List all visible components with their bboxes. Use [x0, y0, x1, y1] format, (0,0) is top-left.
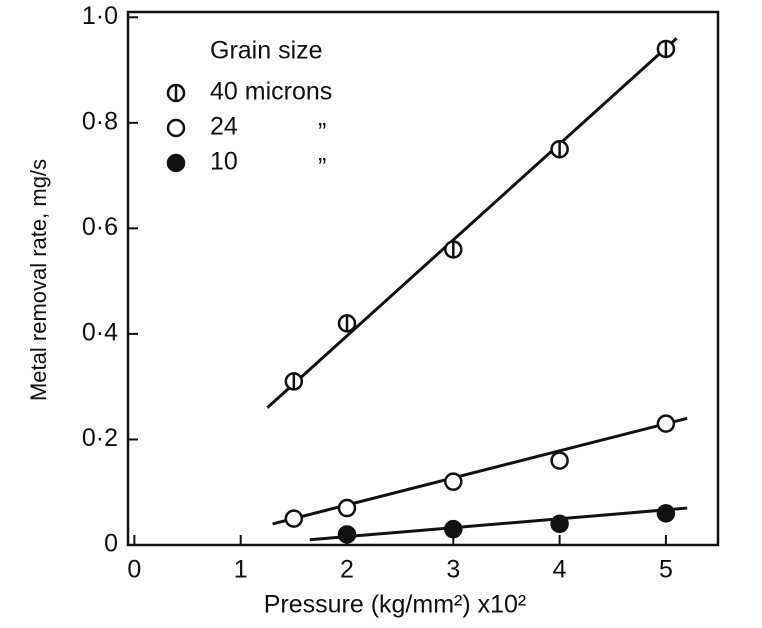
marker-part: [166, 118, 186, 138]
y-axis-label: Metal removal rate, mg/s: [26, 159, 51, 401]
fit-line: [272, 416, 688, 526]
fit-line: [309, 506, 688, 542]
data-point: [656, 504, 676, 523]
data-point: [656, 39, 676, 59]
data-point: [550, 514, 569, 534]
legend-label: 24: [210, 113, 238, 141]
y-tick-label: 1·0: [82, 2, 118, 30]
data-point: [337, 525, 357, 544]
data-point: [337, 498, 357, 518]
legend-label: 40 microns: [210, 78, 332, 106]
x-tick-label: 5: [659, 556, 673, 584]
y-tick-label: 0·6: [82, 213, 118, 241]
marker-part: [550, 514, 569, 534]
data-point: [337, 314, 357, 333]
legend-marker: [166, 83, 186, 103]
marker-part: [337, 525, 357, 544]
legend-ditto: ”: [318, 119, 326, 147]
x-tick-label: 0: [127, 556, 141, 584]
data-point: [284, 372, 304, 391]
legend-label: 10: [210, 148, 238, 176]
x-tick-label: 4: [553, 556, 567, 584]
data-point: [284, 509, 304, 528]
legend-title: Grain size: [210, 37, 323, 65]
data-point: [444, 240, 463, 259]
marker-part: [444, 519, 463, 539]
legend-marker: [166, 118, 186, 138]
x-axis-label: Pressure (kg/mm²) x10²: [264, 591, 527, 619]
x-tick-label: 2: [340, 556, 354, 584]
legend-marker: [166, 153, 186, 173]
marker-part: [656, 414, 676, 433]
legend-ditto: ”: [318, 154, 326, 182]
plot-frame: [126, 10, 720, 547]
marker-part: [656, 504, 676, 523]
y-tick-label: 0·2: [82, 424, 118, 452]
x-tick-label: 3: [446, 556, 460, 584]
marker-part: [284, 509, 304, 528]
marker-part: [337, 498, 357, 518]
marker-part: [550, 451, 569, 470]
data-point: [656, 414, 676, 433]
data-point: [444, 472, 463, 491]
marker-part: [166, 153, 186, 173]
x-tick-label: 1: [234, 556, 248, 584]
data-point: [550, 139, 569, 159]
y-tick-label: 0·4: [82, 319, 118, 347]
fit-line: [266, 37, 678, 409]
marker-part: [444, 472, 463, 491]
y-tick-label: 0: [104, 530, 118, 558]
y-tick-label: 0·8: [82, 107, 118, 135]
data-point: [444, 519, 463, 539]
data-point: [550, 451, 569, 470]
